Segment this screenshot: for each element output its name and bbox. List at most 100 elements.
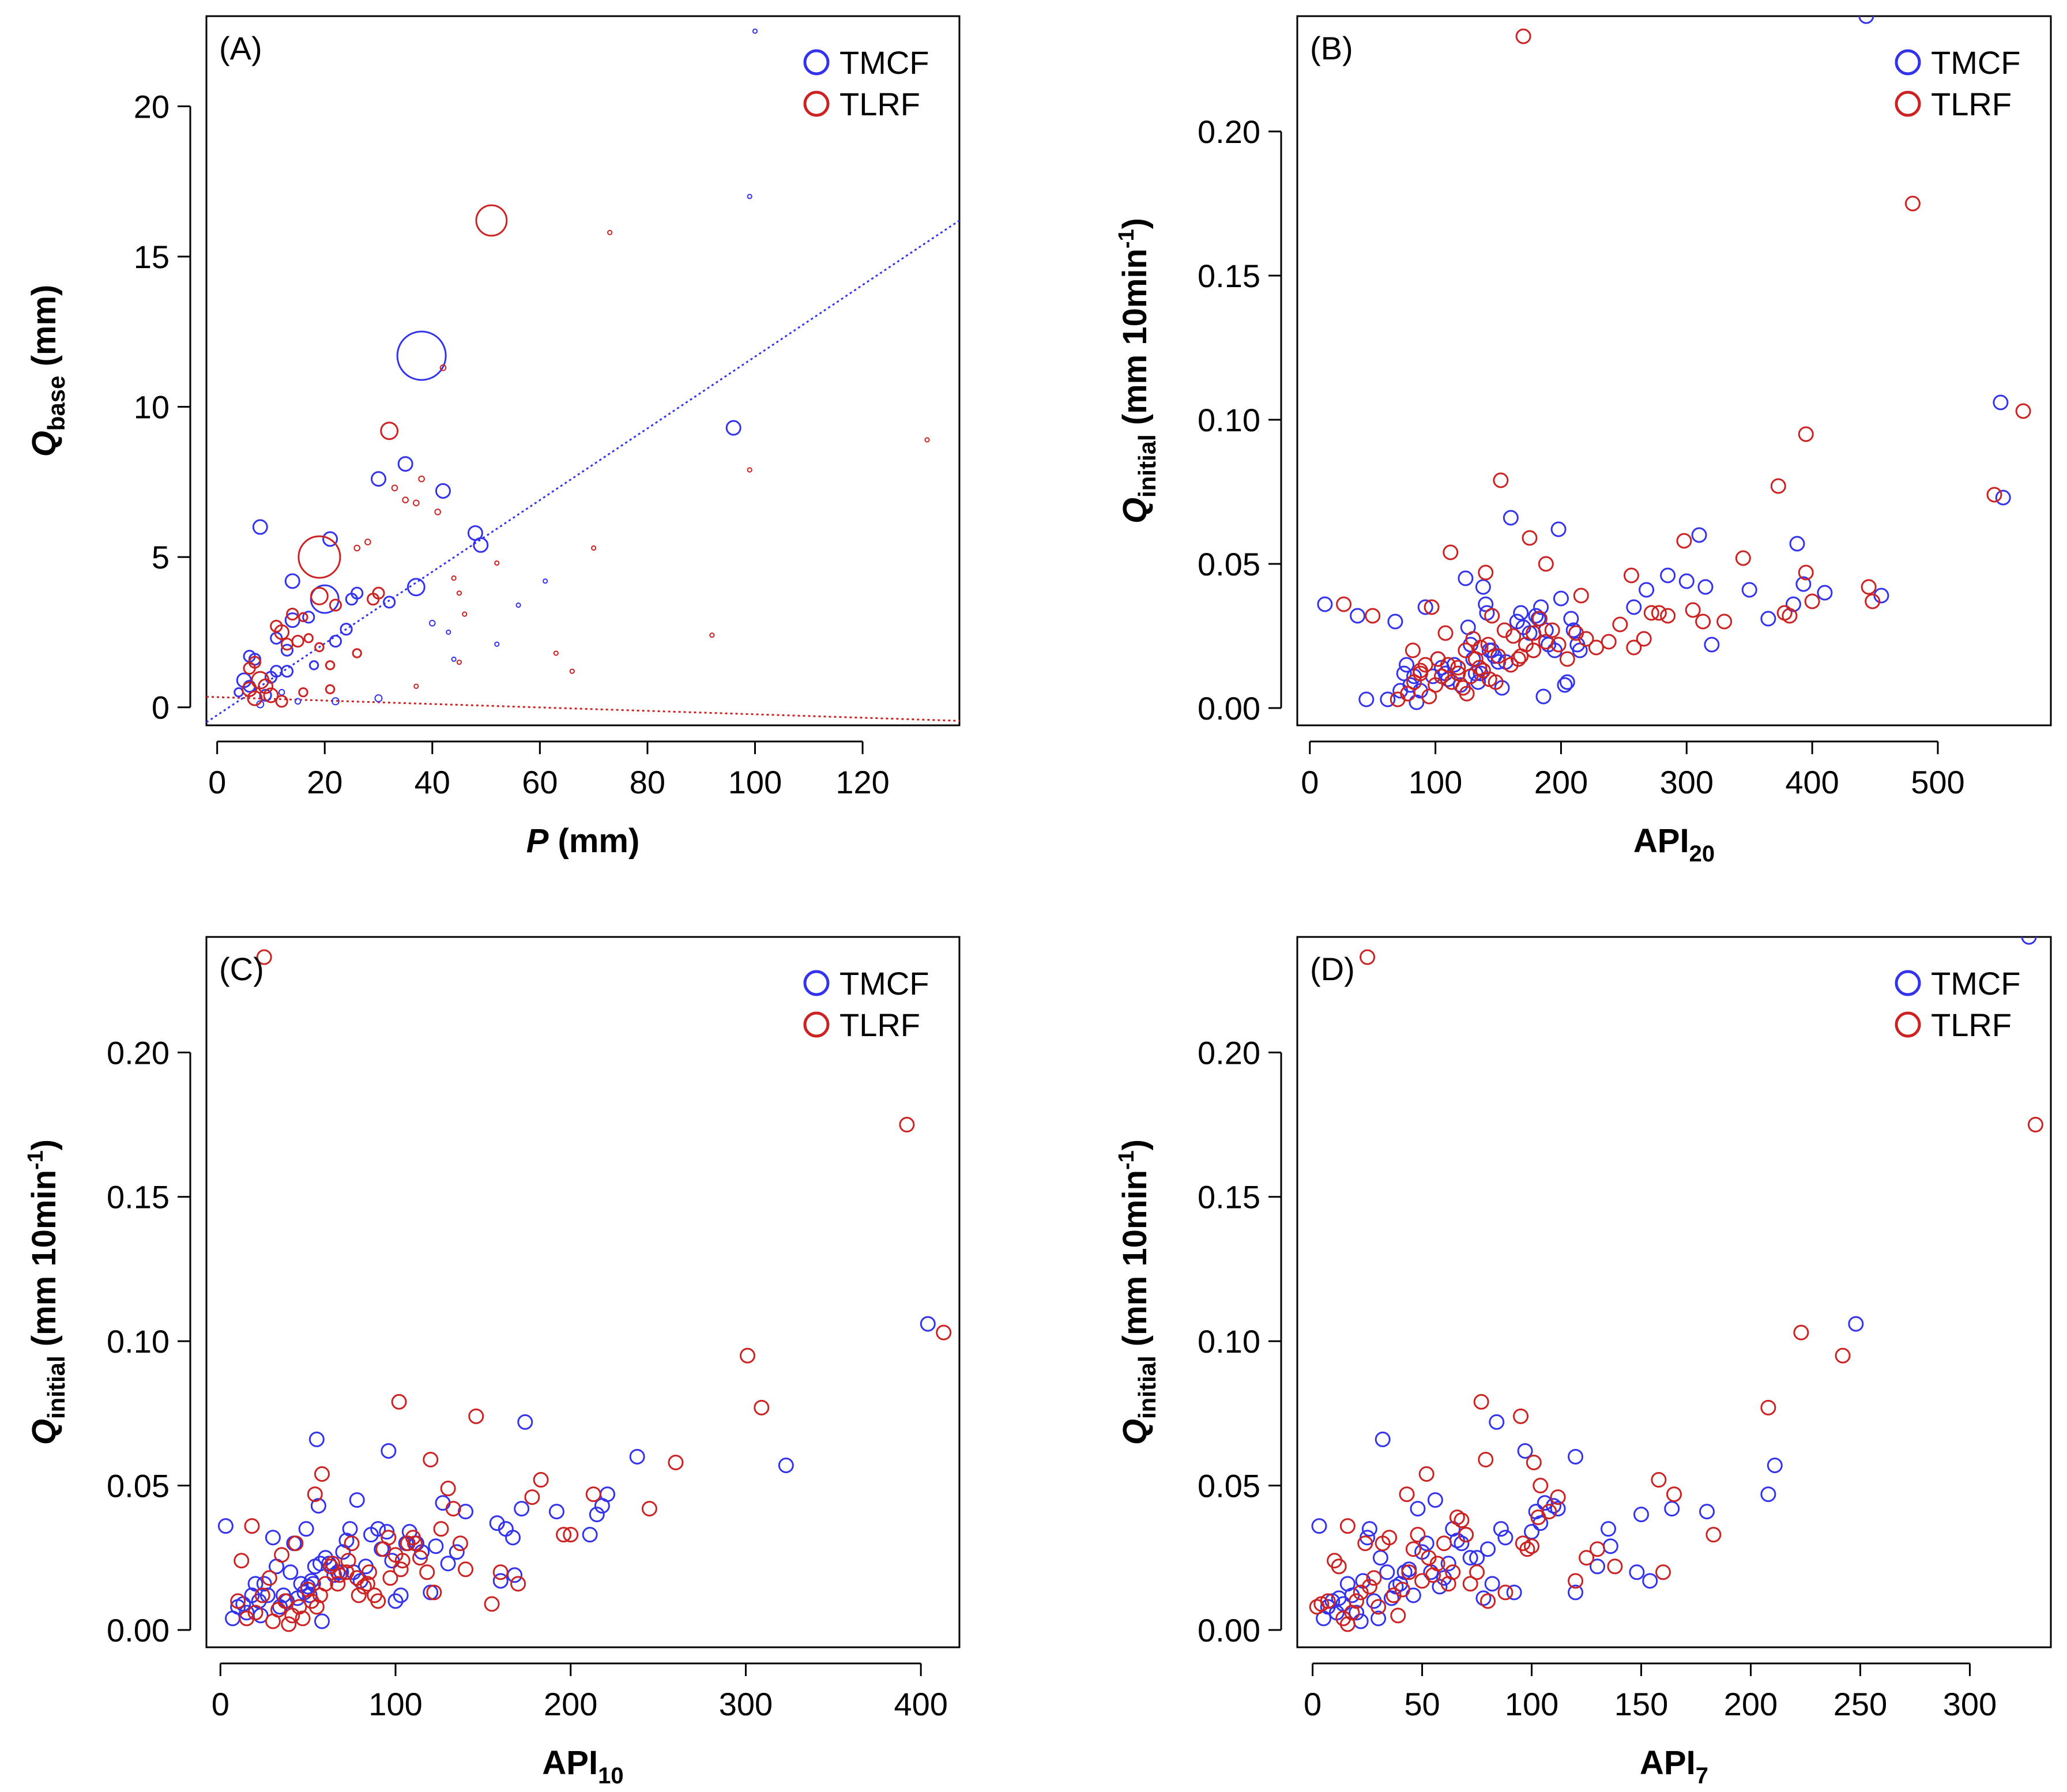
point-tmcf — [1396, 1564, 1413, 1580]
point-tmcf — [1633, 1507, 1650, 1523]
point-tlrf — [1459, 686, 1475, 702]
x-tick-label: 80 — [630, 764, 665, 800]
point-tlrf — [281, 1616, 297, 1632]
point-tlrf — [451, 575, 457, 581]
point-tmcf — [435, 483, 451, 499]
point-tlrf — [423, 1451, 439, 1467]
point-tlrf — [1478, 1451, 1494, 1467]
point-tlrf — [1366, 1570, 1382, 1586]
point-tlrf — [406, 1535, 423, 1552]
x-tick-label: 200 — [1534, 764, 1588, 800]
point-tlrf — [391, 1394, 407, 1410]
x-tick-label: 0 — [1301, 764, 1319, 800]
y-tick-label: 0.00 — [1198, 690, 1260, 726]
point-tmcf — [308, 660, 319, 671]
point-tlrf — [468, 1408, 484, 1424]
point-tmcf — [1568, 1448, 1584, 1465]
point-tlrf — [1666, 1486, 1682, 1503]
x-tick-label: 100 — [1409, 764, 1462, 800]
point-tlrf — [1361, 1579, 1377, 1595]
y-tick-label: 0.20 — [1198, 1034, 1260, 1071]
point-tlrf — [1417, 657, 1433, 673]
point-tlrf — [314, 1466, 330, 1482]
point-tmcf — [1678, 573, 1695, 589]
y-label-unit: (mm 10min — [1116, 249, 1154, 434]
point-tmcf — [1427, 1492, 1443, 1508]
point-tmcf — [1462, 1550, 1478, 1566]
point-tlrf — [1480, 1593, 1496, 1609]
point-tlrf — [569, 668, 575, 674]
point-tlrf — [1735, 550, 1751, 566]
point-tlrf — [340, 1553, 356, 1569]
x-tick-label: 100 — [728, 764, 782, 800]
point-tmcf — [582, 1527, 598, 1543]
point-tlrf — [318, 1576, 334, 1592]
point-tlrf — [1651, 1472, 1667, 1488]
point-tlrf — [1371, 1599, 1387, 1615]
point-tlrf — [1478, 564, 1494, 581]
point-tlrf — [1770, 478, 1786, 494]
y-label-superscript: -1 — [1115, 229, 1139, 249]
point-tlrf — [300, 1582, 316, 1598]
point-tlrf — [1804, 593, 1820, 609]
point-tlrf — [353, 544, 361, 552]
point-tmcf — [1513, 605, 1529, 621]
point-tlrf — [256, 949, 272, 965]
point-tmcf — [1995, 490, 2011, 506]
legend-label-tmcf: TMCF — [839, 44, 929, 81]
point-tlrf — [641, 1501, 657, 1517]
x-tick-label: 0 — [212, 1686, 229, 1722]
point-tmcf — [1503, 510, 1519, 526]
legend-marker-tlrf — [1895, 1011, 1921, 1038]
point-tmcf — [280, 643, 294, 657]
point-tmcf — [294, 698, 302, 705]
point-tlrf — [1793, 1324, 1809, 1341]
x-tick-label: 300 — [1943, 1686, 1997, 1722]
point-tmcf — [1375, 1431, 1391, 1447]
point-tmcf — [387, 1593, 404, 1609]
y-tick-label: 10 — [134, 389, 170, 426]
x-label-main: API — [542, 1744, 598, 1782]
point-tmcf — [1817, 585, 1833, 601]
point-tmcf — [1493, 1521, 1509, 1537]
x-axis-label: API20 — [1633, 822, 1715, 867]
point-tlrf — [1526, 625, 1542, 641]
point-tmcf — [1506, 1584, 1522, 1601]
panel-d: 0 50 100 150 200 250 300 0.00 0.05 0.10 0.15 0.20 (D… — [1115, 936, 2052, 1789]
point-tlrf — [426, 1584, 442, 1601]
point-tmcf — [505, 1530, 521, 1546]
point-tlrf — [1601, 634, 1617, 650]
point-tlrf — [1513, 1408, 1529, 1424]
point-tlrf — [1559, 651, 1575, 667]
point-tmcf — [351, 586, 364, 600]
legend-label-tlrf: TLRF — [839, 1007, 920, 1043]
point-tlrf — [364, 539, 371, 545]
point-tmcf — [1767, 1457, 1783, 1473]
x-tick-label: 400 — [894, 1686, 947, 1722]
point-tlrf — [372, 586, 385, 600]
point-tmcf — [1993, 394, 2009, 411]
point-tlrf — [439, 364, 447, 371]
point-tmcf — [305, 1576, 321, 1592]
point-tlrf — [394, 1553, 411, 1569]
point-tmcf — [393, 1587, 409, 1603]
point-tlrf — [356, 1579, 372, 1595]
point-tlrf — [1541, 1504, 1557, 1520]
point-tmcf — [1440, 1556, 1456, 1572]
point-tlrf — [1510, 651, 1526, 667]
legend-label-tmcf: TMCF — [839, 965, 929, 1002]
point-tmcf — [1760, 611, 1776, 627]
y-tick-label: 0.20 — [1198, 114, 1260, 150]
point-tlrf — [1760, 1399, 1776, 1415]
point-tlrf — [1533, 1478, 1549, 1494]
x-label-unit: (mm) — [548, 822, 639, 860]
point-tlrf — [1399, 1486, 1415, 1503]
point-tmcf — [1553, 590, 1569, 607]
y-tick-label: 0.05 — [107, 1468, 170, 1504]
panel-label: (A) — [219, 30, 262, 66]
point-tmcf — [446, 629, 451, 635]
point-tmcf — [349, 1492, 365, 1508]
point-tmcf — [1629, 1564, 1645, 1580]
point-tmcf — [280, 665, 294, 678]
legend-label-tlrf: TLRF — [1931, 1007, 2012, 1043]
